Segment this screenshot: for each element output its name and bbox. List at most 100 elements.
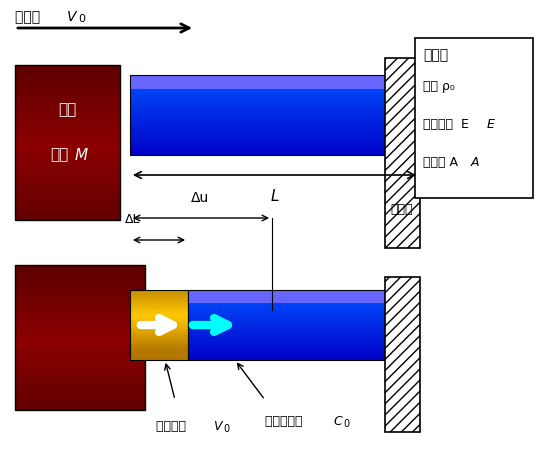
Bar <box>130 93 385 95</box>
Bar <box>130 107 385 109</box>
Bar <box>188 290 385 292</box>
Text: 0: 0 <box>343 419 349 429</box>
Bar <box>188 351 385 353</box>
Bar <box>15 111 120 119</box>
Bar <box>188 313 385 314</box>
Bar <box>188 330 385 332</box>
Bar <box>188 327 385 328</box>
Text: L: L <box>270 189 279 204</box>
Bar <box>15 330 145 337</box>
Bar <box>188 342 385 344</box>
Bar <box>130 311 188 313</box>
Text: 断面積 A: 断面積 A <box>423 156 458 169</box>
Bar <box>130 117 385 119</box>
Bar <box>15 287 145 294</box>
Bar <box>130 81 385 83</box>
Bar <box>188 334 385 336</box>
Bar <box>130 323 188 325</box>
Text: ヤング率  E: ヤング率 E <box>423 118 469 131</box>
Bar <box>188 295 385 297</box>
Bar <box>130 75 385 155</box>
Bar <box>15 119 120 127</box>
Bar <box>15 280 145 287</box>
Bar <box>15 265 145 272</box>
Bar <box>130 99 385 101</box>
Bar <box>15 337 145 345</box>
Bar <box>15 366 145 374</box>
Bar <box>15 308 145 316</box>
Bar <box>15 352 145 359</box>
Text: V: V <box>67 10 76 24</box>
Bar <box>130 129 385 131</box>
Bar <box>130 292 188 294</box>
Bar <box>188 348 385 350</box>
Bar <box>130 328 188 330</box>
Bar <box>130 325 188 328</box>
Bar <box>15 73 120 81</box>
Bar <box>130 143 385 145</box>
Text: M: M <box>75 148 88 163</box>
Bar <box>15 166 120 173</box>
Bar <box>15 88 120 96</box>
Bar <box>130 127 385 129</box>
Bar <box>130 85 385 87</box>
Bar <box>385 58 420 248</box>
Bar <box>130 302 188 304</box>
Bar <box>130 151 385 153</box>
Text: Δu: Δu <box>191 191 209 205</box>
Bar <box>188 290 385 360</box>
Bar <box>130 290 188 360</box>
Bar <box>188 353 385 355</box>
Bar <box>188 311 385 313</box>
Text: 質量: 質量 <box>50 148 69 163</box>
Text: A: A <box>471 156 480 169</box>
Bar <box>130 353 188 355</box>
Bar <box>188 358 385 360</box>
Bar <box>15 265 145 410</box>
Bar <box>130 306 188 308</box>
Bar <box>130 332 188 334</box>
Bar <box>130 91 385 93</box>
Bar <box>130 79 385 81</box>
Bar <box>15 135 120 143</box>
Bar <box>15 345 145 352</box>
Bar <box>130 318 188 320</box>
Bar <box>130 346 188 348</box>
Bar <box>130 131 385 133</box>
Bar <box>130 77 385 79</box>
Bar <box>15 173 120 181</box>
Bar <box>15 359 145 366</box>
Bar <box>130 339 188 341</box>
Bar <box>130 149 385 151</box>
Bar <box>188 290 385 303</box>
Text: 応力波速度: 応力波速度 <box>265 415 310 428</box>
Bar <box>130 97 385 99</box>
Bar <box>130 297 188 299</box>
Bar <box>130 337 188 339</box>
Bar <box>130 341 188 344</box>
Bar <box>15 104 120 111</box>
Bar <box>188 341 385 342</box>
Bar <box>188 320 385 322</box>
Bar <box>188 292 385 294</box>
Bar <box>130 113 385 115</box>
Bar <box>188 337 385 339</box>
Bar <box>15 301 145 308</box>
Text: C: C <box>333 415 342 428</box>
Bar <box>15 323 145 330</box>
Bar <box>188 323 385 325</box>
Text: ΔL: ΔL <box>125 213 141 226</box>
Bar <box>130 125 385 127</box>
Bar <box>130 133 385 135</box>
Bar <box>15 272 145 280</box>
Text: E: E <box>487 118 495 131</box>
Text: V: V <box>213 420 221 433</box>
Bar <box>188 346 385 348</box>
Bar <box>188 308 385 309</box>
Bar <box>15 181 120 189</box>
Bar <box>188 297 385 299</box>
Bar <box>130 308 188 311</box>
Bar <box>15 150 120 158</box>
Bar <box>188 357 385 358</box>
Bar <box>130 313 188 316</box>
